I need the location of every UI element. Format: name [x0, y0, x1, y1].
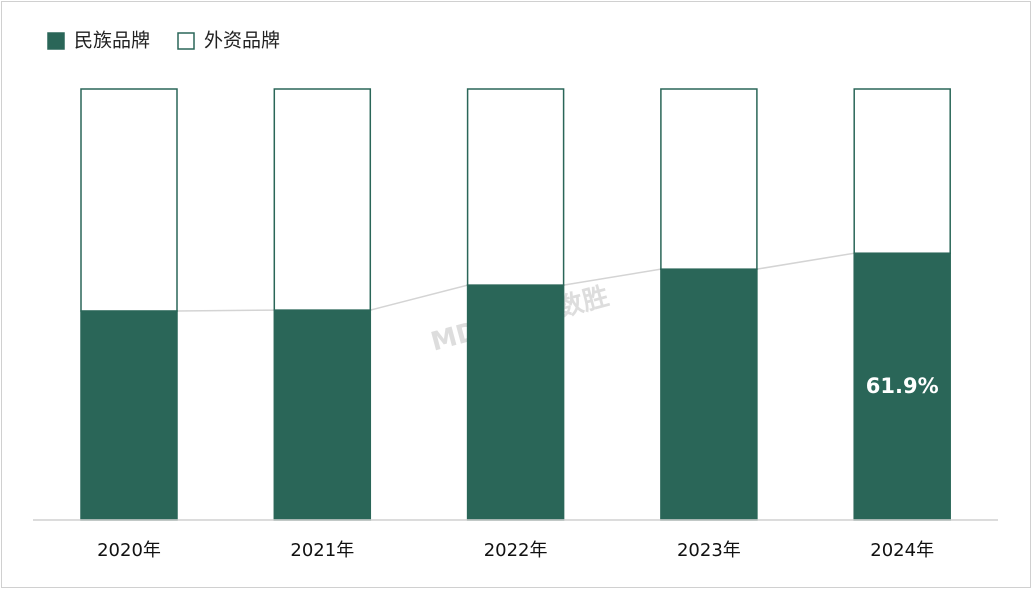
x-tick-label: 2022年 [484, 540, 548, 561]
bar-segment [273, 309, 372, 521]
legend-label: 民族品牌 [74, 30, 150, 52]
x-tick-label: 2021年 [290, 540, 354, 561]
bar-segment [80, 88, 178, 312]
bar-segment [853, 88, 951, 254]
legend-label: 外资品牌 [204, 30, 280, 52]
x-tick-label: 2024年 [870, 540, 934, 561]
x-tick-label: 2023年 [677, 540, 741, 561]
legend-swatch [47, 32, 65, 50]
bar-segment [80, 310, 178, 521]
bar-segment [466, 88, 565, 286]
x-tick-label: 2020年 [97, 540, 161, 561]
bar-segment [660, 88, 758, 270]
legend-swatch [177, 32, 195, 50]
value-label: 61.9% [866, 374, 939, 398]
bar-segment [466, 284, 565, 521]
bar-segment [660, 268, 758, 521]
bar-segment [273, 88, 372, 311]
